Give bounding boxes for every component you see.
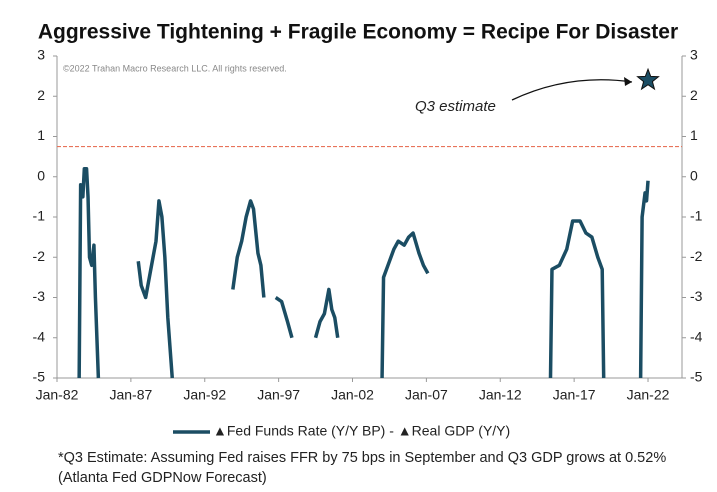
legend-label: ▲Fed Funds Rate (Y/Y BP) - ▲Real GDP (Y/… (213, 423, 510, 439)
x-tick-label: Jan-97 (257, 387, 300, 403)
x-tick-label: Jan-87 (109, 387, 152, 403)
y2-tick-label: -3 (690, 288, 703, 304)
annotation: Q3 estimate (415, 98, 496, 115)
x-tick-label: Jan-02 (331, 387, 374, 403)
series-line (77, 166, 650, 379)
chart-title: Aggressive Tightening + Fragile Economy … (38, 21, 678, 44)
y-tick-label: 1 (37, 127, 45, 143)
y2-tick-label: -1 (690, 208, 703, 224)
y-tick-label: -2 (33, 248, 46, 264)
y-tick-label: -3 (33, 288, 46, 304)
y-tick-label: -1 (33, 208, 46, 224)
y2-tick-label: 2 (690, 87, 698, 103)
y-tick-label: 3 (37, 47, 45, 63)
y-tick-label: -4 (33, 328, 46, 344)
x-tick-label: Jan-17 (553, 387, 596, 403)
y2-tick-label: -5 (690, 369, 703, 385)
copyright: ©2022 Trahan Macro Research LLC. All rig… (63, 63, 287, 73)
x-tick-label: Jan-22 (627, 387, 670, 403)
footnote: *Q3 Estimate: Assuming Fed raises FFR by… (58, 450, 667, 486)
y2-tick-label: -4 (690, 328, 703, 344)
x-tick-label: Jan-12 (479, 387, 522, 403)
star-marker (636, 67, 660, 91)
x-tick-label: Jan-07 (405, 387, 448, 403)
x-tick-label: Jan-92 (183, 387, 226, 403)
y2-tick-label: 1 (690, 127, 698, 143)
y-tick-label: -5 (33, 369, 46, 385)
annotation-arrow (511, 79, 633, 101)
y-tick-label: 0 (37, 167, 45, 183)
y-tick-label: 2 (37, 87, 45, 103)
x-tick-label: Jan-82 (36, 387, 79, 403)
y2-tick-label: -2 (690, 248, 703, 264)
y2-tick-label: 3 (690, 47, 698, 63)
arrow-head (624, 77, 632, 86)
y2-tick-label: 0 (690, 167, 698, 183)
